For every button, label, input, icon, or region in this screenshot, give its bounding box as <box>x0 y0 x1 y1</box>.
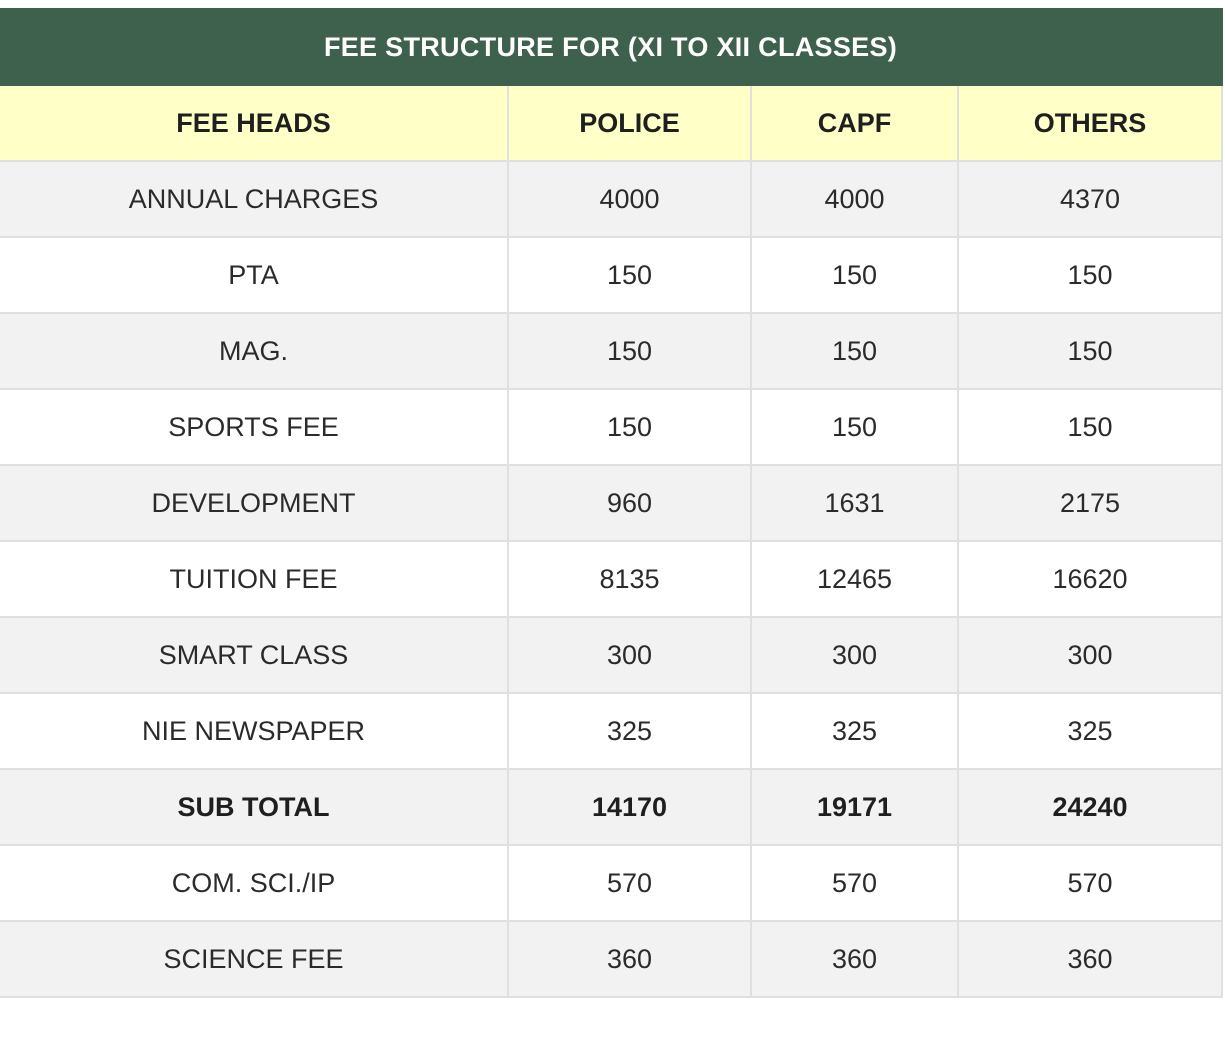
others-cell: 360 <box>956 920 1224 998</box>
fee-head-cell: PTA <box>0 236 509 314</box>
police-cell: 4000 <box>507 160 752 238</box>
table-row: PTA 150 150 150 <box>0 236 1224 314</box>
police-cell: 570 <box>507 844 752 922</box>
police-cell: 960 <box>507 464 752 542</box>
table-row: SUB TOTAL 14170 19171 24240 <box>0 768 1224 846</box>
capf-cell: 150 <box>750 312 959 390</box>
others-cell: 4370 <box>956 160 1224 238</box>
police-cell: 150 <box>507 312 752 390</box>
others-cell: 150 <box>956 236 1224 314</box>
table-title-row: FEE STRUCTURE FOR (XI TO XII CLASSES) <box>0 8 1224 86</box>
others-cell: 24240 <box>956 768 1224 846</box>
others-cell: 570 <box>956 844 1224 922</box>
others-cell: 150 <box>956 312 1224 390</box>
fee-head-cell: SCIENCE FEE <box>0 920 509 998</box>
capf-cell: 19171 <box>750 768 959 846</box>
table-row: SMART CLASS 300 300 300 <box>0 616 1224 694</box>
capf-cell: 1631 <box>750 464 959 542</box>
police-cell: 300 <box>507 616 752 694</box>
fee-head-cell: TUITION FEE <box>0 540 509 618</box>
table-body: ANNUAL CHARGES 4000 4000 4370 PTA 150 150 150 MA… <box>0 160 1224 998</box>
police-cell: 150 <box>507 236 752 314</box>
table-row: SPORTS FEE 150 150 150 <box>0 388 1224 466</box>
others-cell: 16620 <box>956 540 1224 618</box>
table-title: FEE STRUCTURE FOR (XI TO XII CLASSES) <box>0 8 1224 86</box>
table-row: NIE NEWSPAPER 325 325 325 <box>0 692 1224 770</box>
others-cell: 150 <box>956 388 1224 466</box>
header-police: POLICE <box>507 84 752 162</box>
capf-cell: 150 <box>750 388 959 466</box>
police-cell: 8135 <box>507 540 752 618</box>
table-row: COM. SCI./IP 570 570 570 <box>0 844 1224 922</box>
police-cell: 360 <box>507 920 752 998</box>
fee-structure-container: FEE STRUCTURE FOR (XI TO XII CLASSES) FE… <box>0 8 1224 998</box>
others-cell: 325 <box>956 692 1224 770</box>
capf-cell: 360 <box>750 920 959 998</box>
capf-cell: 12465 <box>750 540 959 618</box>
table-row: SCIENCE FEE 360 360 360 <box>0 920 1224 998</box>
fee-head-cell: SUB TOTAL <box>0 768 509 846</box>
police-cell: 150 <box>507 388 752 466</box>
fee-head-cell: DEVELOPMENT <box>0 464 509 542</box>
fee-head-cell: SPORTS FEE <box>0 388 509 466</box>
header-fee-heads: FEE HEADS <box>0 84 509 162</box>
fee-head-cell: COM. SCI./IP <box>0 844 509 922</box>
fee-head-cell: MAG. <box>0 312 509 390</box>
table-row: ANNUAL CHARGES 4000 4000 4370 <box>0 160 1224 238</box>
table-header-row: FEE HEADS POLICE CAPF OTHERS <box>0 84 1224 162</box>
header-others: OTHERS <box>956 84 1224 162</box>
capf-cell: 570 <box>750 844 959 922</box>
header-capf: CAPF <box>750 84 959 162</box>
capf-cell: 325 <box>750 692 959 770</box>
police-cell: 14170 <box>507 768 752 846</box>
fee-structure-table: FEE STRUCTURE FOR (XI TO XII CLASSES) FE… <box>0 8 1224 998</box>
others-cell: 2175 <box>956 464 1224 542</box>
fee-head-cell: SMART CLASS <box>0 616 509 694</box>
others-cell: 300 <box>956 616 1224 694</box>
capf-cell: 4000 <box>750 160 959 238</box>
fee-head-cell: ANNUAL CHARGES <box>0 160 509 238</box>
capf-cell: 150 <box>750 236 959 314</box>
table-row: DEVELOPMENT 960 1631 2175 <box>0 464 1224 542</box>
capf-cell: 300 <box>750 616 959 694</box>
police-cell: 325 <box>507 692 752 770</box>
fee-head-cell: NIE NEWSPAPER <box>0 692 509 770</box>
table-row: TUITION FEE 8135 12465 16620 <box>0 540 1224 618</box>
table-row: MAG. 150 150 150 <box>0 312 1224 390</box>
